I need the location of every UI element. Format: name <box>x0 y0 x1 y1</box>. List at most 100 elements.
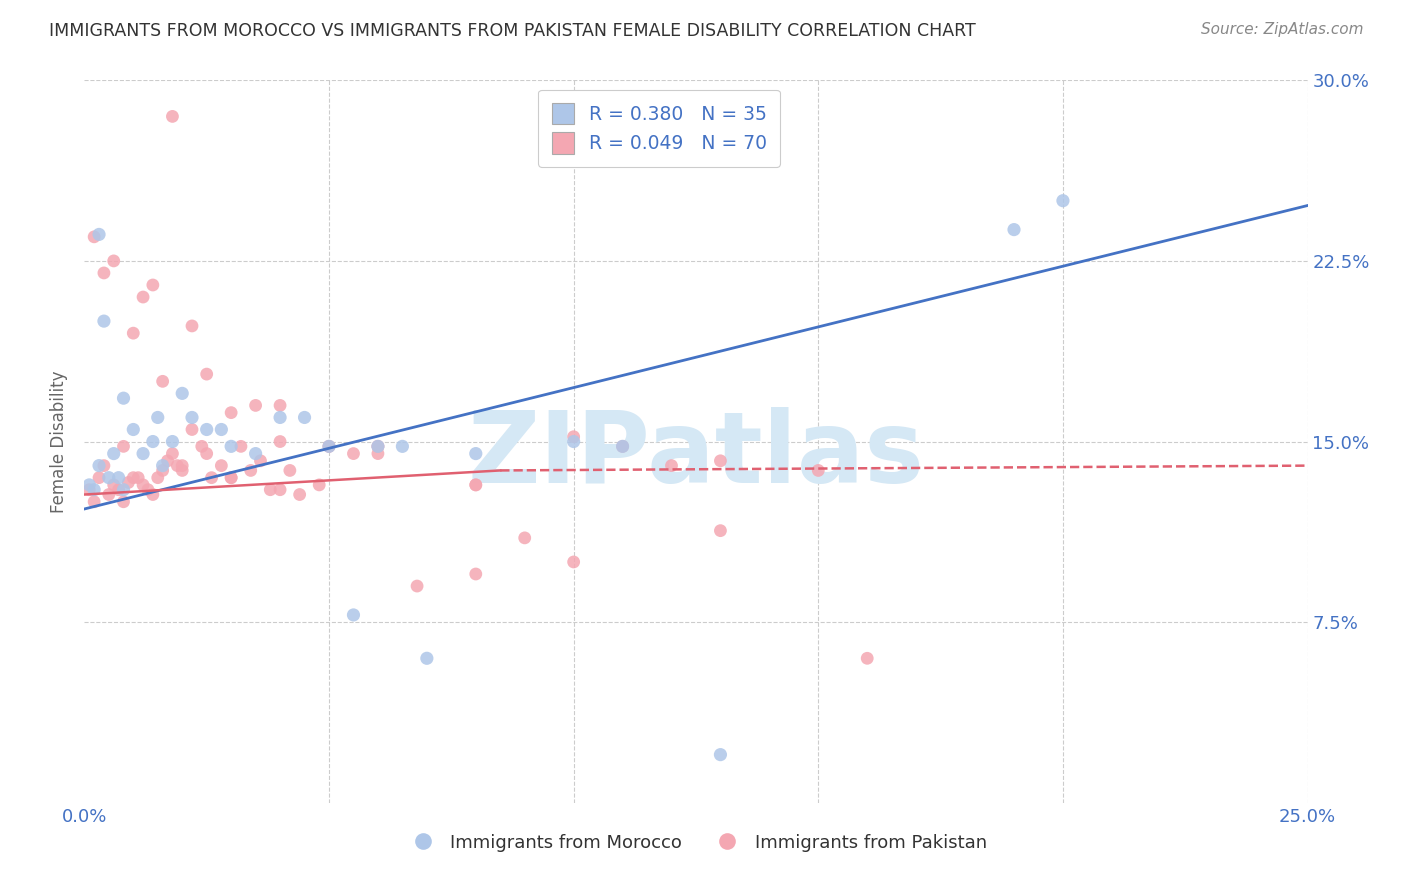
Point <box>209 422 232 436</box>
Point <box>93 314 115 328</box>
Point <box>172 458 194 473</box>
Point <box>342 607 364 622</box>
Point <box>132 290 155 304</box>
Point <box>464 478 486 492</box>
Point <box>318 439 340 453</box>
Point <box>245 398 267 412</box>
Point <box>77 483 100 497</box>
Point <box>93 266 115 280</box>
Point <box>709 524 731 538</box>
Point <box>612 439 634 453</box>
Point <box>195 367 218 381</box>
Point <box>97 487 120 501</box>
Point <box>112 439 135 453</box>
Point <box>513 531 536 545</box>
Point <box>93 458 115 473</box>
Y-axis label: Female Disability: Female Disability <box>51 370 69 513</box>
Point <box>269 398 291 412</box>
Point <box>103 446 125 460</box>
Point <box>107 483 129 497</box>
Point <box>87 470 110 484</box>
Point <box>181 422 204 436</box>
Point <box>269 410 291 425</box>
Point <box>195 446 218 460</box>
Point <box>97 470 120 484</box>
Point <box>191 439 214 453</box>
Text: IMMIGRANTS FROM MOROCCO VS IMMIGRANTS FROM PAKISTAN FEMALE DISABILITY CORRELATIO: IMMIGRANTS FROM MOROCCO VS IMMIGRANTS FR… <box>49 22 976 40</box>
Point <box>172 463 194 477</box>
Point <box>612 439 634 453</box>
Point <box>195 422 218 436</box>
Point <box>200 470 222 484</box>
Point <box>562 434 585 449</box>
Point <box>278 463 301 477</box>
Point <box>661 458 683 473</box>
Point <box>162 434 184 449</box>
Point <box>807 463 830 477</box>
Point <box>1002 222 1025 236</box>
Point <box>367 439 389 453</box>
Point <box>146 410 169 425</box>
Point <box>342 446 364 460</box>
Point <box>219 470 242 484</box>
Point <box>219 470 242 484</box>
Point <box>562 555 585 569</box>
Point <box>122 326 145 340</box>
Point <box>162 446 184 460</box>
Point <box>259 483 281 497</box>
Point <box>152 458 174 473</box>
Point <box>464 446 486 460</box>
Point <box>107 470 129 484</box>
Point <box>245 446 267 460</box>
Point <box>294 410 316 425</box>
Point <box>166 458 188 473</box>
Point <box>709 747 731 762</box>
Point <box>269 483 291 497</box>
Point <box>87 458 110 473</box>
Point <box>288 487 311 501</box>
Point <box>103 478 125 492</box>
Point <box>122 470 145 484</box>
Point <box>127 470 149 484</box>
Point <box>219 439 242 453</box>
Point <box>318 439 340 453</box>
Point <box>146 470 169 484</box>
Point <box>249 454 271 468</box>
Point <box>152 463 174 477</box>
Point <box>162 109 184 123</box>
Point <box>142 487 165 501</box>
Point <box>83 483 105 497</box>
Point <box>132 478 155 492</box>
Point <box>308 478 330 492</box>
Point <box>172 386 194 401</box>
Point <box>83 230 105 244</box>
Point <box>103 253 125 268</box>
Point <box>83 494 105 508</box>
Point <box>181 318 204 333</box>
Legend: Immigrants from Morocco, Immigrants from Pakistan: Immigrants from Morocco, Immigrants from… <box>398 826 994 859</box>
Point <box>229 439 252 453</box>
Point <box>709 454 731 468</box>
Point <box>856 651 879 665</box>
Point <box>156 454 179 468</box>
Point <box>117 475 139 490</box>
Point <box>406 579 429 593</box>
Point <box>112 391 135 405</box>
Point <box>416 651 439 665</box>
Point <box>77 478 100 492</box>
Point <box>239 463 262 477</box>
Point <box>219 406 242 420</box>
Point <box>367 446 389 460</box>
Point <box>136 483 159 497</box>
Point <box>1052 194 1074 208</box>
Point <box>142 277 165 292</box>
Point <box>87 227 110 242</box>
Point <box>152 374 174 388</box>
Point <box>367 439 389 453</box>
Point <box>391 439 413 453</box>
Text: ZIPatlas: ZIPatlas <box>468 408 924 505</box>
Point <box>209 458 232 473</box>
Point <box>122 422 145 436</box>
Text: Source: ZipAtlas.com: Source: ZipAtlas.com <box>1201 22 1364 37</box>
Point <box>318 439 340 453</box>
